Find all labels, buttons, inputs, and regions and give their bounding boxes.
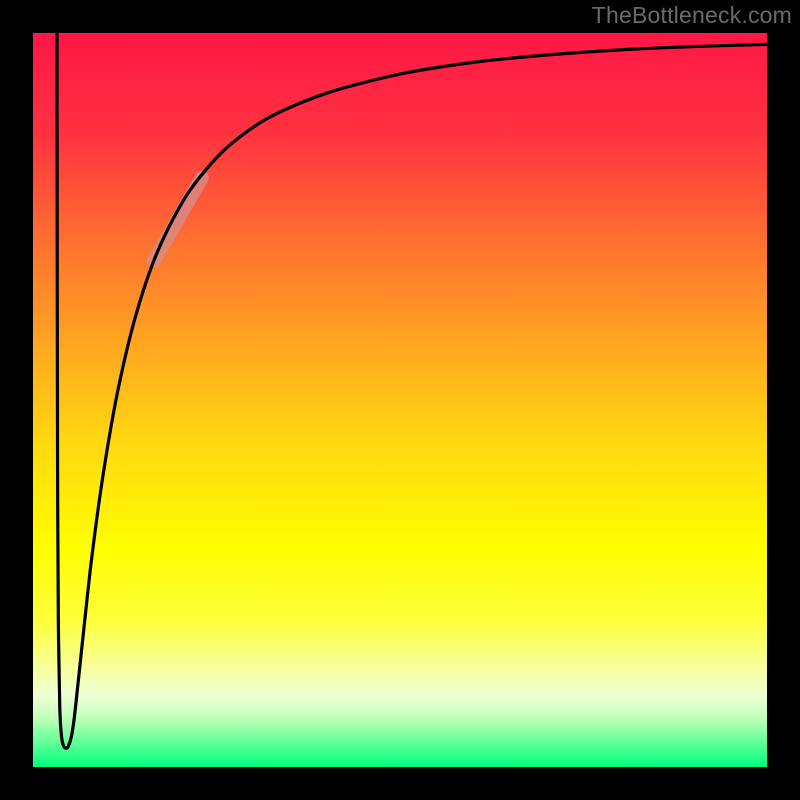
watermark-text: TheBottleneck.com bbox=[592, 2, 792, 29]
chart-border-bottom bbox=[0, 767, 800, 800]
chart-gradient-background bbox=[33, 33, 767, 767]
chart-border-left bbox=[0, 0, 33, 800]
chart-svg bbox=[0, 0, 800, 800]
bottleneck-chart-container: TheBottleneck.com bbox=[0, 0, 800, 800]
chart-border-right bbox=[767, 0, 800, 800]
